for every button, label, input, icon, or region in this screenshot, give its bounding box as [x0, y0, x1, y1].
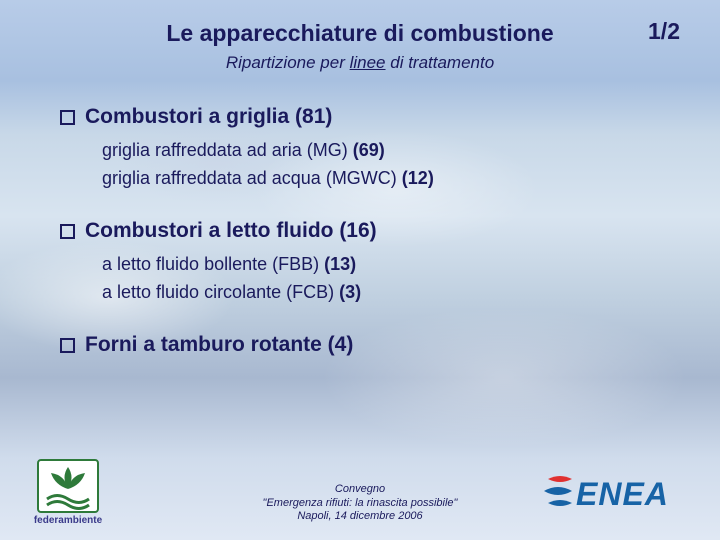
list-item: griglia raffreddata ad acqua (MGWC) (12): [102, 165, 680, 193]
page-number: 1/2: [648, 18, 680, 45]
list-item: griglia raffreddata ad aria (MG) (69): [102, 137, 680, 165]
section-heading-1: Combustori a griglia (81): [60, 105, 680, 129]
section-2-title: Combustori a letto fluido (16): [85, 219, 377, 243]
section-2-items: a letto fluido bollente (FBB) (13) a let…: [60, 251, 680, 307]
svg-text:ENEA: ENEA: [576, 476, 669, 512]
section-3-title: Forni a tamburo rotante (4): [85, 333, 353, 357]
bullet-icon: [60, 224, 75, 239]
section-heading-3: Forni a tamburo rotante (4): [60, 333, 680, 357]
list-item: a letto fluido bollente (FBB) (13): [102, 251, 680, 279]
bullet-icon: [60, 110, 75, 125]
slide: 1/2 Le apparecchiature di combustione Ri…: [0, 0, 720, 540]
section-1-items: griglia raffreddata ad aria (MG) (69) gr…: [60, 137, 680, 193]
enea-icon: ENEA: [542, 471, 692, 515]
content: Combustori a griglia (81) griglia raffre…: [40, 105, 680, 357]
section-1-title: Combustori a griglia (81): [85, 105, 332, 129]
subtitle-post: di trattamento: [386, 53, 495, 72]
subtitle-pre: Ripartizione per: [226, 53, 350, 72]
enea-logo: ENEA: [542, 471, 692, 520]
subtitle-underlined: linee: [350, 53, 386, 72]
bullet-icon: [60, 338, 75, 353]
section-heading-2: Combustori a letto fluido (16): [60, 219, 680, 243]
list-item: a letto fluido circolante (FCB) (3): [102, 279, 680, 307]
slide-title: Le apparecchiature di combustione: [40, 20, 680, 47]
slide-subtitle: Ripartizione per linee di trattamento: [40, 53, 680, 73]
